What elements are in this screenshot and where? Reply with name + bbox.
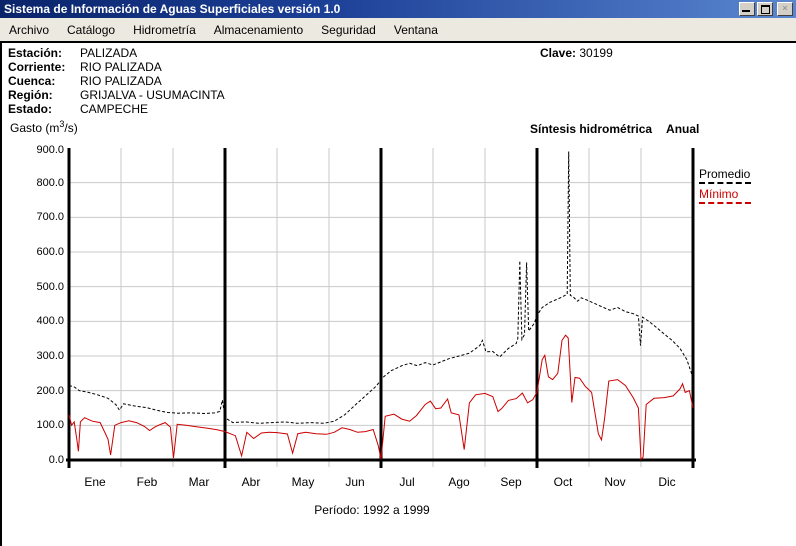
series-promedio [68,151,694,424]
x-tick-label-jul: Jul [399,475,415,489]
info-row: Cuenca: RIO PALIZADA [8,74,225,88]
menu-item-ventana[interactable]: Ventana [393,22,438,37]
chart-title: Síntesis hidrométrica Anual [530,122,699,136]
y-tick-label: 800.0 [36,176,64,189]
legend-label: Mínimo [699,187,739,201]
window-controls: × [739,2,793,16]
menu-item-almacenamiento[interactable]: Almacenamiento [213,22,304,37]
y-axis-title: Gasto (m3/s) [10,119,78,135]
clave-label: Clave: [540,46,577,60]
y-tick-label: 700.0 [36,211,64,224]
station-info: Estación: PALIZADA Corriente: RIO PALIZADA C… [8,46,225,116]
y-tick-label: 500.0 [36,280,64,293]
y-tick-label: 900.0 [36,144,64,156]
x-tick-label-feb: Feb [136,475,158,489]
menu-item-archivo[interactable]: Archivo [9,22,50,37]
chart-mode-text: Anual [666,122,700,136]
y-tick-label: 400.0 [36,315,64,328]
info-row: Corriente: RIO PALIZADA [8,60,225,74]
close-button[interactable]: × [777,2,793,16]
close-icon: × [782,3,788,13]
menu-item-catalogo[interactable]: Catálogo [67,22,116,37]
info-label: Estado: [8,102,53,116]
x-tick-label-nov: Nov [604,475,626,489]
period-caption: Período: 1992 a 1999 [314,503,430,517]
clave-value: 30199 [579,46,613,60]
chart-title-text: Síntesis hidrométrica [530,122,653,136]
menu-item-seguridad[interactable]: Seguridad [321,22,376,37]
x-tick-label-may: May [291,475,315,489]
y-tick-label: 300.0 [36,350,64,362]
info-row: Región: GRIJALVA - USUMACINTA [8,88,225,102]
minimize-button[interactable] [739,2,755,16]
y-tick-label: 100.0 [36,419,64,432]
menu-item-hidrometria[interactable]: Hidrometría [133,22,196,37]
y-tick-label: 200.0 [36,384,64,397]
client-area: Estación: PALIZADA Corriente: RIO PALIZADA C… [0,43,796,546]
info-label: Cuenca: [8,74,56,88]
title-bar: Sistema de Información de Aguas Superfic… [0,0,796,18]
x-tick-label-abr: Abr [241,475,261,489]
info-label: Corriente: [8,60,66,74]
x-tick-label-ene: Ene [84,475,106,489]
info-value: PALIZADA [80,46,138,60]
legend-entry-minimo: Mínimo [699,187,751,204]
series-minimo [68,334,694,461]
y-tick-label: 600.0 [36,246,64,258]
restore-icon [760,5,770,14]
legend-line-sample [699,182,751,184]
info-row: Estación: PALIZADA [8,46,225,60]
info-value: CAMPECHE [80,102,149,116]
x-tick-label-dic: Dic [658,475,676,489]
restore-button[interactable] [757,2,773,16]
x-tick-label-jun: Jun [345,475,365,489]
menu-bar: Archivo Catálogo Hidrometría Almacenamiento… [0,18,796,43]
info-label: Región: [8,88,53,102]
legend-entry-promedio: Promedio [699,167,751,184]
station-clave: Clave: 30199 [540,46,613,60]
info-value: RIO PALIZADA [80,60,162,74]
info-row: Estado: CAMPECHE [8,102,225,116]
window-title: Sistema de Información de Aguas Superfic… [4,2,341,16]
legend-label: Promedio [699,167,751,181]
legend-line-sample [699,202,751,204]
minimize-icon [742,10,750,12]
x-tick-label-oct: Oct [553,475,573,489]
x-tick-label-ago: Ago [448,475,470,489]
x-tick-label-mar: Mar [188,475,210,489]
info-value: RIO PALIZADA [80,74,162,88]
info-label: Estación: [8,46,63,60]
info-value: GRIJALVA - USUMACINTA [80,88,225,102]
chart-legend: Promedio Mínimo [699,167,751,207]
x-tick-label-sep: Sep [500,475,522,489]
y-tick-label: 0.0 [48,454,64,466]
